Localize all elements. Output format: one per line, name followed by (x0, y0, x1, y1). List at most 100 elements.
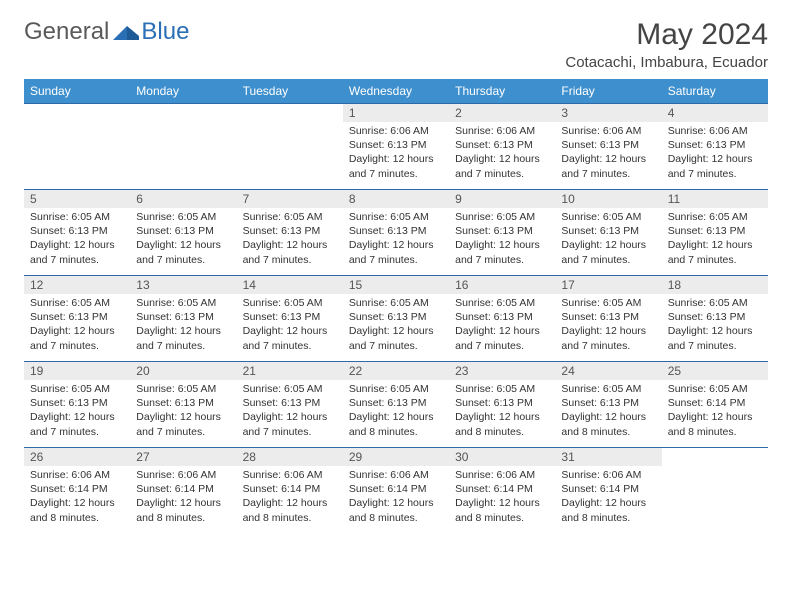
day-number: 23 (449, 362, 555, 380)
day-number: 1 (343, 104, 449, 122)
day-cell: 25Sunrise: 6:05 AMSunset: 6:14 PMDayligh… (662, 362, 768, 448)
day-body: Sunrise: 6:05 AMSunset: 6:13 PMDaylight:… (130, 208, 236, 271)
day-number: 21 (237, 362, 343, 380)
calendar-head: SundayMondayTuesdayWednesdayThursdayFrid… (24, 79, 768, 104)
day-number: 18 (662, 276, 768, 294)
day-cell: 24Sunrise: 6:05 AMSunset: 6:13 PMDayligh… (555, 362, 661, 448)
day-body: Sunrise: 6:06 AMSunset: 6:14 PMDaylight:… (343, 466, 449, 529)
day-number: 3 (555, 104, 661, 122)
weekday-header: Thursday (449, 79, 555, 104)
day-cell: 10Sunrise: 6:05 AMSunset: 6:13 PMDayligh… (555, 190, 661, 276)
weekday-header: Friday (555, 79, 661, 104)
day-body: Sunrise: 6:06 AMSunset: 6:14 PMDaylight:… (555, 466, 661, 529)
day-cell: 28Sunrise: 6:06 AMSunset: 6:14 PMDayligh… (237, 448, 343, 534)
day-number: 28 (237, 448, 343, 466)
day-cell: 22Sunrise: 6:05 AMSunset: 6:13 PMDayligh… (343, 362, 449, 448)
weekday-header: Wednesday (343, 79, 449, 104)
day-cell: 31Sunrise: 6:06 AMSunset: 6:14 PMDayligh… (555, 448, 661, 534)
day-body: Sunrise: 6:05 AMSunset: 6:13 PMDaylight:… (555, 294, 661, 357)
day-cell: 4Sunrise: 6:06 AMSunset: 6:13 PMDaylight… (662, 104, 768, 190)
day-body: Sunrise: 6:05 AMSunset: 6:13 PMDaylight:… (130, 380, 236, 443)
day-body: Sunrise: 6:05 AMSunset: 6:13 PMDaylight:… (24, 208, 130, 271)
day-body: Sunrise: 6:05 AMSunset: 6:14 PMDaylight:… (662, 380, 768, 443)
day-number: 13 (130, 276, 236, 294)
empty-cell (130, 104, 236, 190)
day-body: Sunrise: 6:06 AMSunset: 6:13 PMDaylight:… (662, 122, 768, 185)
day-body: Sunrise: 6:05 AMSunset: 6:13 PMDaylight:… (237, 380, 343, 443)
day-number: 9 (449, 190, 555, 208)
day-cell: 9Sunrise: 6:05 AMSunset: 6:13 PMDaylight… (449, 190, 555, 276)
day-cell: 18Sunrise: 6:05 AMSunset: 6:13 PMDayligh… (662, 276, 768, 362)
weekday-header: Saturday (662, 79, 768, 104)
day-cell: 29Sunrise: 6:06 AMSunset: 6:14 PMDayligh… (343, 448, 449, 534)
day-cell: 12Sunrise: 6:05 AMSunset: 6:13 PMDayligh… (24, 276, 130, 362)
day-cell: 19Sunrise: 6:05 AMSunset: 6:13 PMDayligh… (24, 362, 130, 448)
day-cell: 30Sunrise: 6:06 AMSunset: 6:14 PMDayligh… (449, 448, 555, 534)
day-number: 29 (343, 448, 449, 466)
day-cell: 14Sunrise: 6:05 AMSunset: 6:13 PMDayligh… (237, 276, 343, 362)
day-cell: 3Sunrise: 6:06 AMSunset: 6:13 PMDaylight… (555, 104, 661, 190)
day-body: Sunrise: 6:05 AMSunset: 6:13 PMDaylight:… (24, 294, 130, 357)
day-body: Sunrise: 6:05 AMSunset: 6:13 PMDaylight:… (449, 294, 555, 357)
day-body: Sunrise: 6:05 AMSunset: 6:13 PMDaylight:… (343, 208, 449, 271)
day-cell: 7Sunrise: 6:05 AMSunset: 6:13 PMDaylight… (237, 190, 343, 276)
day-cell: 21Sunrise: 6:05 AMSunset: 6:13 PMDayligh… (237, 362, 343, 448)
day-body: Sunrise: 6:05 AMSunset: 6:13 PMDaylight:… (555, 380, 661, 443)
day-body: Sunrise: 6:06 AMSunset: 6:14 PMDaylight:… (24, 466, 130, 529)
weekday-header: Sunday (24, 79, 130, 104)
day-number: 11 (662, 190, 768, 208)
day-cell: 2Sunrise: 6:06 AMSunset: 6:13 PMDaylight… (449, 104, 555, 190)
day-number: 22 (343, 362, 449, 380)
day-cell: 5Sunrise: 6:05 AMSunset: 6:13 PMDaylight… (24, 190, 130, 276)
day-cell: 13Sunrise: 6:05 AMSunset: 6:13 PMDayligh… (130, 276, 236, 362)
day-body: Sunrise: 6:06 AMSunset: 6:14 PMDaylight:… (237, 466, 343, 529)
day-body: Sunrise: 6:05 AMSunset: 6:13 PMDaylight:… (237, 208, 343, 271)
day-number: 26 (24, 448, 130, 466)
day-cell: 6Sunrise: 6:05 AMSunset: 6:13 PMDaylight… (130, 190, 236, 276)
calendar-row: 26Sunrise: 6:06 AMSunset: 6:14 PMDayligh… (24, 448, 768, 534)
day-cell: 20Sunrise: 6:05 AMSunset: 6:13 PMDayligh… (130, 362, 236, 448)
calendar-body: 1Sunrise: 6:06 AMSunset: 6:13 PMDaylight… (24, 104, 768, 534)
day-number: 5 (24, 190, 130, 208)
day-cell: 15Sunrise: 6:05 AMSunset: 6:13 PMDayligh… (343, 276, 449, 362)
brand-logo: General Blue (24, 18, 189, 46)
day-body: Sunrise: 6:05 AMSunset: 6:13 PMDaylight:… (343, 294, 449, 357)
day-number: 15 (343, 276, 449, 294)
day-cell: 26Sunrise: 6:06 AMSunset: 6:14 PMDayligh… (24, 448, 130, 534)
day-number: 8 (343, 190, 449, 208)
day-body: Sunrise: 6:05 AMSunset: 6:13 PMDaylight:… (662, 208, 768, 271)
day-body: Sunrise: 6:06 AMSunset: 6:13 PMDaylight:… (449, 122, 555, 185)
day-body: Sunrise: 6:06 AMSunset: 6:14 PMDaylight:… (449, 466, 555, 529)
brand-part1: General (24, 18, 109, 46)
calendar-table: SundayMondayTuesdayWednesdayThursdayFrid… (24, 79, 768, 534)
day-number: 30 (449, 448, 555, 466)
location-text: Cotacachi, Imbabura, Ecuador (565, 54, 768, 71)
day-cell: 27Sunrise: 6:06 AMSunset: 6:14 PMDayligh… (130, 448, 236, 534)
day-body: Sunrise: 6:05 AMSunset: 6:13 PMDaylight:… (449, 380, 555, 443)
calendar-row: 19Sunrise: 6:05 AMSunset: 6:13 PMDayligh… (24, 362, 768, 448)
day-cell: 16Sunrise: 6:05 AMSunset: 6:13 PMDayligh… (449, 276, 555, 362)
day-body: Sunrise: 6:05 AMSunset: 6:13 PMDaylight:… (130, 294, 236, 357)
month-title: May 2024 (565, 18, 768, 52)
day-number: 4 (662, 104, 768, 122)
day-number: 14 (237, 276, 343, 294)
day-cell: 11Sunrise: 6:05 AMSunset: 6:13 PMDayligh… (662, 190, 768, 276)
weekday-row: SundayMondayTuesdayWednesdayThursdayFrid… (24, 79, 768, 104)
header: General Blue May 2024 Cotacachi, Imbabur… (24, 18, 768, 71)
day-body: Sunrise: 6:05 AMSunset: 6:13 PMDaylight:… (662, 294, 768, 357)
day-number: 12 (24, 276, 130, 294)
day-body: Sunrise: 6:06 AMSunset: 6:14 PMDaylight:… (130, 466, 236, 529)
day-number: 27 (130, 448, 236, 466)
day-number: 2 (449, 104, 555, 122)
day-cell: 23Sunrise: 6:05 AMSunset: 6:13 PMDayligh… (449, 362, 555, 448)
day-number: 20 (130, 362, 236, 380)
empty-cell (24, 104, 130, 190)
weekday-header: Tuesday (237, 79, 343, 104)
day-number: 24 (555, 362, 661, 380)
day-body: Sunrise: 6:05 AMSunset: 6:13 PMDaylight:… (449, 208, 555, 271)
day-body: Sunrise: 6:05 AMSunset: 6:13 PMDaylight:… (343, 380, 449, 443)
day-body: Sunrise: 6:05 AMSunset: 6:13 PMDaylight:… (24, 380, 130, 443)
weekday-header: Monday (130, 79, 236, 104)
calendar-row: 5Sunrise: 6:05 AMSunset: 6:13 PMDaylight… (24, 190, 768, 276)
day-number: 19 (24, 362, 130, 380)
